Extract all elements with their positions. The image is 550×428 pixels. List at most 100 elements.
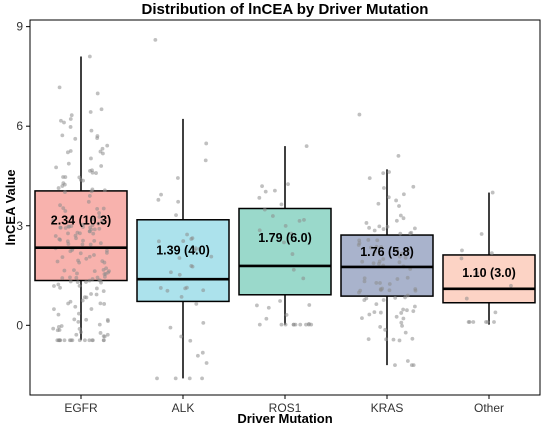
data-point	[401, 192, 406, 197]
data-point	[153, 38, 158, 42]
data-point	[371, 261, 376, 266]
box-group-alk: 1.39 (4.0)	[136, 38, 230, 381]
data-point	[78, 231, 82, 236]
data-point	[394, 314, 399, 319]
data-point	[411, 309, 416, 314]
data-point	[101, 338, 106, 343]
data-point	[81, 225, 85, 229]
data-point	[92, 239, 97, 243]
data-point	[201, 321, 206, 325]
data-point	[66, 242, 71, 246]
data-point	[68, 249, 73, 254]
data-point	[179, 334, 184, 339]
data-point	[66, 161, 71, 166]
data-point	[87, 254, 92, 259]
data-point	[165, 288, 170, 293]
data-point	[99, 107, 104, 112]
data-point	[302, 217, 306, 222]
data-point	[362, 279, 367, 284]
data-point	[378, 325, 383, 329]
data-point	[262, 207, 267, 212]
median-annotation: 2.34 (10.3)	[51, 213, 111, 227]
data-point	[304, 144, 309, 149]
data-point	[266, 305, 271, 310]
data-point	[204, 361, 209, 365]
data-point	[385, 224, 390, 229]
data-point	[399, 320, 404, 325]
data-point	[179, 295, 184, 299]
data-point	[177, 256, 182, 260]
data-point	[156, 197, 161, 202]
data-point	[357, 112, 362, 117]
data-point	[102, 188, 107, 193]
data-point	[75, 280, 80, 284]
data-point	[291, 267, 296, 272]
data-point	[471, 320, 476, 324]
data-point	[377, 224, 382, 229]
data-point	[356, 243, 361, 247]
data-point	[377, 259, 382, 264]
plot-area: 0 3 6 9 2.34 (10.3) EGFR 1.39 (4.0) ALK 1.79 (6.…	[16, 19, 541, 415]
data-point	[87, 278, 92, 283]
y-tick-label: 6	[16, 119, 23, 133]
data-point	[58, 238, 63, 242]
data-point	[68, 279, 73, 284]
data-point	[54, 165, 59, 170]
data-point	[86, 199, 91, 204]
data-point	[158, 286, 163, 290]
data-point	[509, 283, 513, 288]
data-point	[401, 216, 406, 221]
data-point	[168, 325, 173, 330]
data-point	[393, 363, 397, 368]
data-point	[270, 214, 275, 218]
data-point	[181, 239, 186, 243]
data-point	[387, 288, 392, 293]
data-point	[459, 256, 464, 261]
data-point	[61, 206, 66, 211]
data-point	[62, 182, 67, 187]
data-point	[77, 327, 82, 331]
data-point	[56, 282, 61, 287]
data-point	[57, 338, 62, 343]
data-point	[279, 322, 284, 327]
data-point	[78, 251, 83, 256]
data-point	[372, 310, 377, 315]
x-tick-label: Other	[474, 401, 504, 415]
box-group-egfr: 2.34 (10.3)	[34, 54, 128, 343]
data-point	[90, 217, 95, 222]
data-point	[102, 260, 107, 265]
data-point	[159, 192, 163, 197]
data-point	[493, 310, 498, 315]
data-point	[94, 286, 99, 291]
data-point	[62, 338, 67, 343]
data-point	[394, 218, 399, 223]
data-point	[169, 270, 173, 275]
data-point	[56, 186, 61, 190]
data-point	[403, 295, 407, 300]
data-point	[89, 292, 93, 296]
data-point	[88, 242, 93, 247]
data-point	[66, 301, 71, 306]
data-point	[99, 164, 104, 168]
box	[136, 219, 230, 303]
data-point	[382, 186, 386, 190]
data-point	[73, 304, 78, 309]
data-point	[399, 311, 404, 315]
data-point	[177, 272, 182, 277]
data-point	[59, 118, 63, 123]
data-point	[84, 256, 89, 261]
data-point	[67, 224, 71, 229]
data-point	[367, 176, 372, 181]
data-point	[51, 326, 56, 331]
data-point	[283, 322, 288, 327]
data-point	[403, 256, 408, 260]
data-point	[272, 188, 277, 193]
data-point	[257, 195, 262, 200]
data-point	[156, 239, 161, 244]
data-point	[68, 149, 73, 153]
data-point	[57, 85, 62, 90]
data-point	[58, 285, 62, 290]
data-point	[297, 218, 302, 223]
data-point	[460, 248, 464, 253]
